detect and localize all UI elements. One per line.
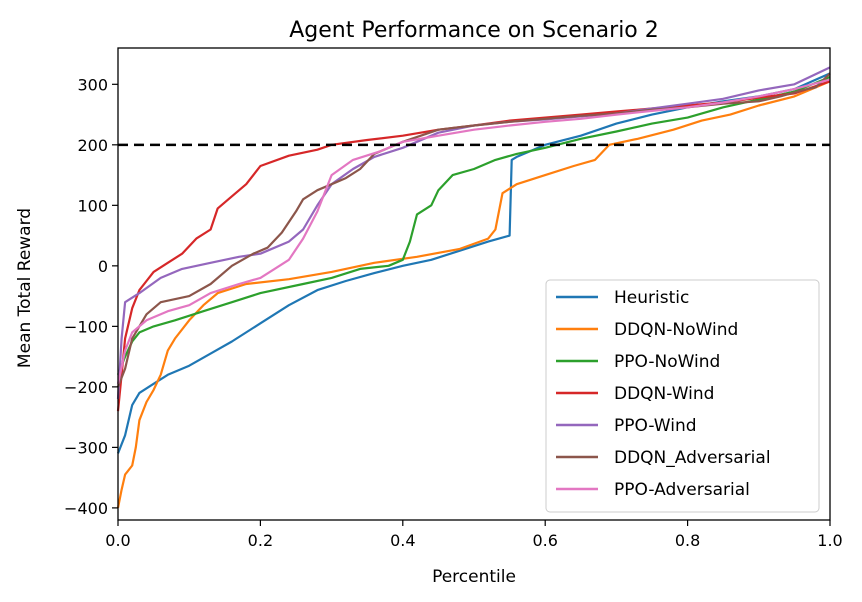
y-tick-label: 0 [98, 257, 108, 276]
y-tick-label: 100 [77, 196, 108, 215]
legend-label: PPO-NoWind [614, 352, 720, 372]
legend-label: PPO-Wind [614, 416, 697, 436]
series-line-ppo-nowind [116, 75, 831, 376]
x-axis: 0.0 0.2 0.4 0.6 0.8 1.0 [105, 520, 843, 550]
series-line-ppo-wind [116, 66, 831, 400]
legend-label: PPO-Adversarial [614, 480, 750, 500]
x-tick-label: 0.8 [675, 531, 700, 550]
x-tick-label: 0.2 [248, 531, 273, 550]
legend-label: DDQN_Adversarial [614, 448, 771, 468]
y-tick-label: −300 [64, 438, 108, 457]
y-tick-label: 300 [77, 75, 108, 94]
x-tick-label: 0.4 [390, 531, 415, 550]
legend: Heuristic DDQN-NoWind PPO-NoWind DDQN-Wind P… [545, 279, 820, 513]
y-axis: −400 −300 −200 −100 0 100 200 300 [64, 75, 118, 518]
y-axis-label: Mean Total Reward [15, 208, 35, 368]
legend-label: Heuristic [614, 288, 689, 308]
legend-box [545, 279, 820, 513]
y-tick-label: −400 [64, 499, 108, 518]
x-tick-label: 0.0 [105, 531, 130, 550]
x-axis-label: Percentile [432, 567, 516, 587]
series-line-ddqn-nowind [116, 80, 831, 509]
x-tick-label: 1.0 [817, 531, 842, 550]
series-line-ppo-adversarial [116, 78, 831, 385]
legend-label: DDQN-NoWind [614, 320, 738, 340]
legend-label: DDQN-Wind [614, 384, 714, 404]
y-tick-label: −200 [64, 378, 108, 397]
x-tick-label: 0.6 [532, 531, 557, 550]
plot-frame [117, 47, 831, 521]
plot-lines [116, 66, 831, 509]
y-tick-label: −100 [64, 317, 108, 336]
chart-title: Agent Performance on Scenario 2 [289, 18, 659, 43]
series-line-heuristic [116, 72, 831, 454]
y-tick-label: 200 [77, 136, 108, 155]
